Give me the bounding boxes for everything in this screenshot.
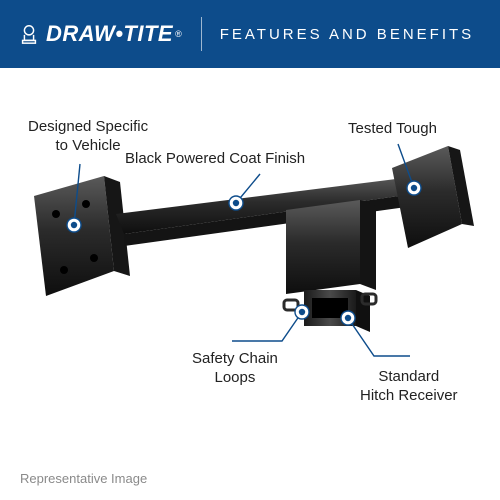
registered-mark: ®: [175, 29, 183, 39]
header-bar: DRAW•TITE ® FEATURES AND BENEFITS: [0, 0, 500, 68]
header-divider: [201, 17, 202, 51]
brand-logo: DRAW•TITE ®: [18, 21, 183, 47]
callout-tested: Tested Tough: [348, 120, 437, 139]
callout-coat: Black Powered Coat Finish: [125, 150, 305, 169]
hitch-ball-icon: [18, 23, 40, 45]
diagram-stage: Designed Specificto VehicleBlack Powered…: [0, 68, 500, 500]
callout-loops: Safety ChainLoops: [192, 350, 278, 388]
brand-name: DRAW•TITE: [46, 21, 173, 47]
callout-receiver: StandardHitch Receiver: [360, 368, 458, 406]
footer-note: Representative Image: [20, 471, 147, 486]
header-subtitle: FEATURES AND BENEFITS: [220, 26, 474, 43]
